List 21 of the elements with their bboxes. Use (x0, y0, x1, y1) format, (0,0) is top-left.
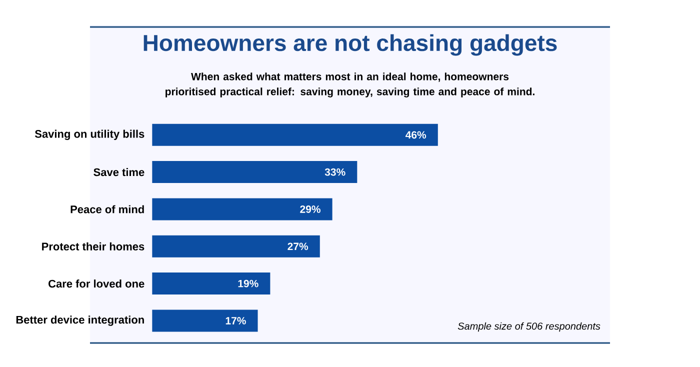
y-tick-label: Save time (94, 168, 144, 176)
data-label: 33% (324, 168, 346, 176)
data-label: 29% (300, 206, 320, 213)
data-label: 46% (406, 131, 426, 139)
bar (152, 272, 270, 295)
y-tick-label: Saving on utility bills (34, 130, 144, 140)
bar (152, 124, 438, 146)
bar (152, 161, 358, 184)
bar (152, 310, 258, 332)
y-tick-label: Protect their homes (42, 242, 144, 250)
y-tick-label: Peace of mind (70, 205, 144, 214)
data-label: 17% (226, 317, 246, 324)
chart-subtitle: When asked what matters most in an ideal home, homeowners prioritised practical relief: saving money, saving time and peace of mind. (166, 72, 534, 98)
y-tick-label: Better device integration (16, 316, 144, 326)
text: Sample size of 506 respondents (458, 322, 600, 332)
chart-title: Homeowners are not chasing gadgets (144, 34, 557, 56)
y-tick-label: Care for loved one (48, 280, 144, 288)
bar (152, 198, 332, 220)
data-label: 19% (238, 280, 258, 288)
bar (152, 235, 320, 258)
data-label: 27% (288, 242, 308, 250)
